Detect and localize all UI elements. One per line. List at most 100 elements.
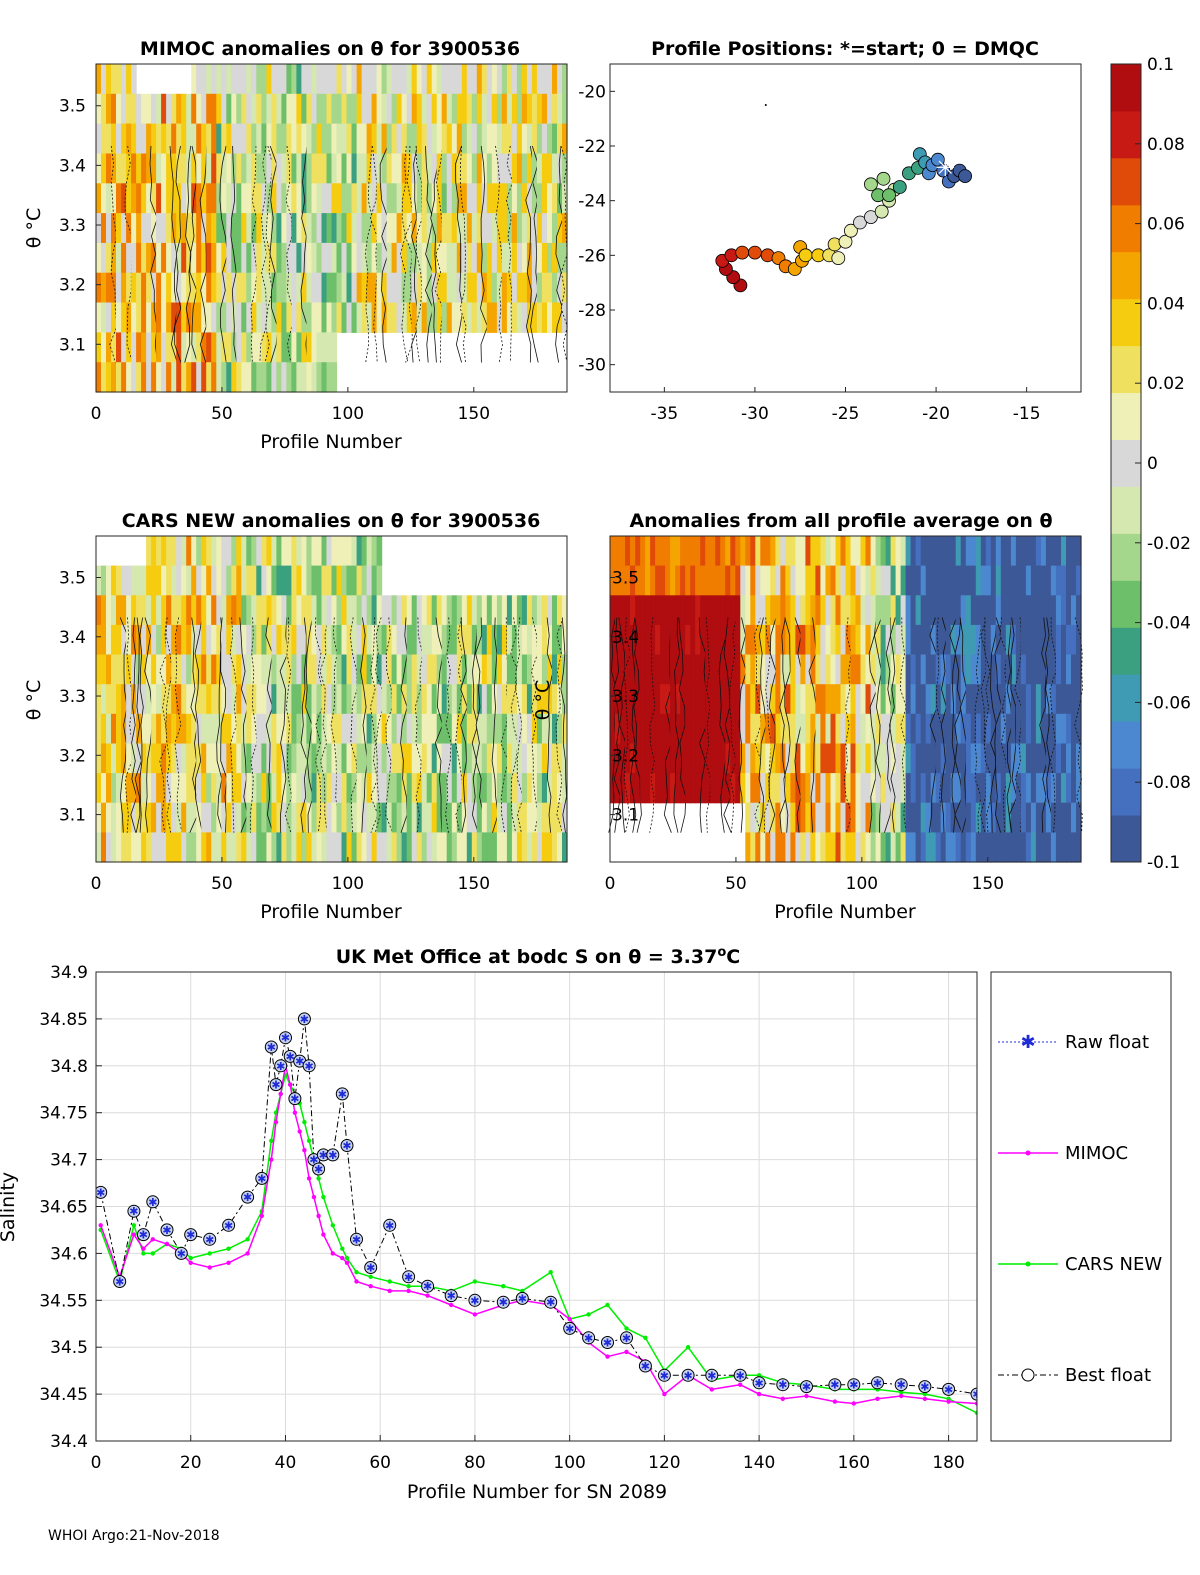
series-point-cars-new xyxy=(472,1279,478,1284)
heatmap-cell xyxy=(695,713,701,744)
heatmap-cell xyxy=(970,743,977,774)
heatmap-cell xyxy=(536,832,543,863)
heatmap-cell xyxy=(640,624,646,656)
heatmap-cell xyxy=(416,654,423,685)
heatmap-cell xyxy=(486,272,493,304)
heatmap-cell xyxy=(181,624,187,656)
heatmap-cell xyxy=(770,595,776,626)
y-tick-label: 3.2 xyxy=(59,276,86,296)
heatmap-cell xyxy=(391,183,398,214)
heatmap-cell xyxy=(446,595,453,626)
heatmap-cell xyxy=(216,536,222,567)
heatmap-cell xyxy=(346,213,353,244)
heatmap-cell xyxy=(805,595,811,626)
heatmap-cell xyxy=(466,272,473,304)
heatmap-cell xyxy=(116,64,122,95)
heatmap-cell xyxy=(101,713,107,744)
profile-position xyxy=(864,210,878,225)
heatmap-cell xyxy=(950,713,957,744)
heatmap-cell xyxy=(511,93,518,125)
heatmap-cell xyxy=(121,153,127,184)
heatmap-cell xyxy=(131,64,137,95)
heatmap-cell xyxy=(171,123,177,154)
heatmap-cell xyxy=(106,684,112,715)
heatmap-cell xyxy=(990,595,997,626)
heatmap-cell xyxy=(136,242,142,274)
heatmap-cell xyxy=(765,832,771,863)
heatmap-cell xyxy=(905,802,912,833)
heatmap-cell xyxy=(256,684,262,715)
heatmap-cell xyxy=(361,684,368,715)
heatmap-cell xyxy=(1045,802,1052,833)
raw-float-point: ✱ xyxy=(257,1172,266,1185)
heatmap-cell xyxy=(141,213,147,244)
heatmap-cell xyxy=(825,565,832,596)
heatmap-cell xyxy=(446,773,453,804)
profile-position xyxy=(838,234,853,249)
salinity-title-text: UK Met Office at bodc S on θ = 3.37 xyxy=(336,946,718,968)
heatmap-cell xyxy=(181,332,187,363)
heatmap-cell xyxy=(116,654,122,685)
heatmap-cell xyxy=(775,832,781,863)
heatmap-cell xyxy=(416,595,423,626)
heatmap-cell xyxy=(421,684,428,715)
heatmap-cell xyxy=(216,93,222,125)
heatmap-cell xyxy=(426,713,433,744)
heatmap-cell xyxy=(101,123,107,154)
heatmap-cell xyxy=(745,773,751,804)
heatmap-cell xyxy=(1061,713,1067,744)
heatmap-cell xyxy=(231,183,237,214)
heatmap-cell xyxy=(905,713,912,744)
heatmap-cell xyxy=(835,743,842,774)
heatmap-cell xyxy=(625,773,631,804)
heatmap-cell xyxy=(552,272,558,304)
heatmap-cell xyxy=(670,743,676,774)
heatmap-cell xyxy=(1076,624,1082,656)
heatmap-cell xyxy=(441,654,448,685)
heatmap-cell xyxy=(156,123,162,154)
heatmap-cell xyxy=(161,123,167,154)
heatmap-cell xyxy=(690,654,696,685)
heatmap-cell xyxy=(276,536,282,567)
heatmap-cell xyxy=(805,832,811,863)
heatmap-cell xyxy=(161,565,167,596)
heatmap-cell xyxy=(96,64,102,95)
heatmap-cell xyxy=(141,153,147,184)
contour-line xyxy=(370,617,379,833)
heatmap-cell xyxy=(815,802,821,833)
heatmap-cell xyxy=(376,536,383,567)
heatmap-cell xyxy=(870,654,877,685)
heatmap-cell xyxy=(795,624,801,656)
colorbar-tick-label: 0.04 xyxy=(1147,294,1185,314)
heatmap-cell xyxy=(486,684,493,715)
series-point-cars-new xyxy=(207,1251,212,1256)
heatmap-cell xyxy=(825,832,832,863)
heatmap-cell xyxy=(116,302,122,333)
heatmap-cell xyxy=(675,654,681,685)
heatmap-cell xyxy=(371,713,378,744)
heatmap-cell xyxy=(940,773,947,804)
heatmap-cell xyxy=(431,743,438,774)
heatmap-cell xyxy=(131,93,137,125)
heatmap-cell xyxy=(501,832,508,863)
heatmap-cell xyxy=(745,565,751,596)
heatmap-cell xyxy=(506,183,513,214)
x-tick-label: 50 xyxy=(211,874,233,894)
best-float-point xyxy=(847,1378,861,1392)
heatmap-cell xyxy=(531,153,538,184)
heatmap-cell xyxy=(536,654,543,685)
heatmap-cell xyxy=(1000,832,1007,863)
heatmap-cell xyxy=(845,565,852,596)
heatmap-cell xyxy=(441,595,448,626)
heatmap-cell xyxy=(800,743,806,774)
heatmap-cell xyxy=(331,802,338,833)
heatmap-cell xyxy=(311,802,318,833)
heatmap-cell xyxy=(461,153,468,184)
heatmap-cell xyxy=(141,713,147,744)
heatmap-cell xyxy=(975,565,982,596)
heatmap-cell xyxy=(121,183,127,214)
heatmap-cell xyxy=(760,832,766,863)
heatmap-cell xyxy=(562,595,568,626)
heatmap-cell xyxy=(291,743,297,774)
heatmap-cell xyxy=(306,595,312,626)
